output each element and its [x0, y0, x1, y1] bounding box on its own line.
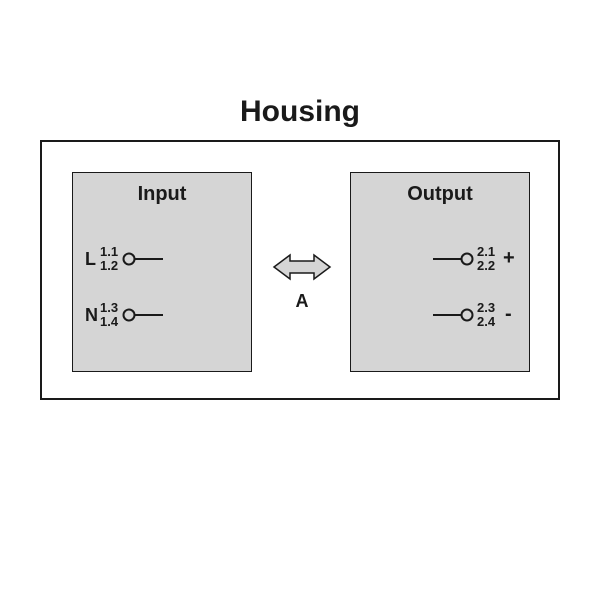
double-arrow-icon: [272, 252, 332, 282]
terminal-symbol-icon: [351, 301, 531, 331]
arrow-label: A: [272, 291, 332, 312]
input-panel-title: Input: [73, 183, 251, 206]
terminal-sub-top: 2.1: [477, 245, 495, 258]
terminal-symbol-icon: [73, 245, 253, 275]
input-terminal-L: L 1.1 1.2: [73, 245, 251, 275]
output-terminal-plus: 2.1 2.2 +: [351, 245, 529, 275]
bidir-arrow: A: [272, 252, 332, 312]
housing-frame: Input L 1.1 1.2 N 1.3 1.4: [40, 140, 560, 400]
input-terminal-N: N 1.3 1.4: [73, 301, 251, 331]
diagram-title: Housing: [0, 95, 600, 129]
input-panel: Input L 1.1 1.2 N 1.3 1.4: [72, 172, 252, 372]
output-panel-title: Output: [351, 183, 529, 206]
terminal-sub-top: 2.3: [477, 301, 495, 314]
terminal-sub-bot: 2.2: [477, 259, 495, 272]
terminal-sign: +: [503, 247, 515, 270]
output-terminal-minus: 2.3 2.4 -: [351, 301, 529, 331]
terminal-symbol-icon: [73, 301, 253, 331]
terminal-sign: -: [505, 303, 512, 326]
output-panel: Output 2.1 2.2 + 2.3 2.4 -: [350, 172, 530, 372]
terminal-sub-bot: 2.4: [477, 315, 495, 328]
